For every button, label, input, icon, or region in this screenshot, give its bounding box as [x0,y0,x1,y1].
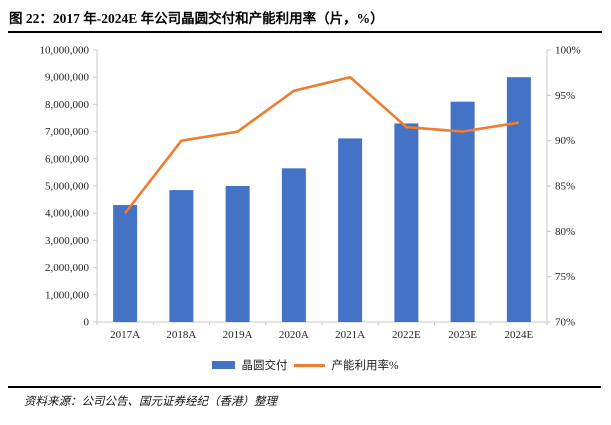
bar-2020A [281,168,306,322]
x-axis-label: 2022E [392,329,421,341]
bar-2019A [225,186,250,322]
legend-bar-swatch [212,361,236,369]
legend-line-label: 产能利用率% [331,360,399,372]
bar-2022E [394,123,419,322]
right-axis-label: 80% [555,226,575,238]
x-axis-label: 2021A [335,329,365,341]
source-divider [8,386,601,388]
figure-title: 图 22：2017 年-2024E 年公司晶圆交付和产能利用率（片，%） [9,11,384,26]
legend-bar-label: 晶圆交付 [241,360,288,372]
title-divider [8,31,602,33]
right-axis-label: 75% [555,271,575,283]
bar-2017A [113,205,138,322]
left-axis-label: 0 [84,317,90,329]
source-note: 资料来源：公司公告、国元证券经纪（香港）整理 [24,396,277,408]
left-axis-label: 9,000,000 [45,72,90,84]
x-axis-label: 2017A [110,329,140,341]
left-axis-label: 10,000,000 [40,45,90,57]
bar-2023E [450,101,475,323]
left-axis-label: 4,000,000 [45,208,90,220]
legend-line-swatch [294,363,326,367]
bar-2018A [169,190,194,322]
right-axis-label: 100% [555,45,581,57]
x-axis-label: 2020A [279,329,309,341]
chart-canvas: 0 1,000,000 2,000,000 3,000,000 4,000,000 5,0… [40,45,581,342]
right-axis-label: 95% [555,90,575,102]
left-axis-label: 8,000,000 [45,99,90,111]
utilization-line [124,75,520,214]
left-axis-label: 5,000,000 [45,181,90,193]
right-axis-label: 85% [555,181,575,193]
right-axis-label: 70% [555,317,575,329]
left-axis-label: 1,000,000 [45,289,90,301]
left-axis-label: 7,000,000 [45,126,90,138]
left-axis-label: 6,000,000 [45,153,90,165]
right-axis-label: 90% [555,135,575,147]
bar-2021A [338,138,363,322]
x-axis-label: 2023E [448,329,477,341]
x-axis-label: 2019A [223,329,253,341]
left-axis-label: 2,000,000 [45,262,90,274]
legend-item-wafer-delivery: 晶圆交付 [212,357,287,373]
x-axis-label: 2024E [505,329,534,341]
legend-item-utilization: 产能利用率% [294,357,399,373]
bar-2024E [506,77,531,322]
left-axis-label: 3,000,000 [45,235,90,247]
chart-legend: 晶圆交付 产能利用率% [0,357,611,373]
x-axis-label: 2018A [166,329,196,341]
